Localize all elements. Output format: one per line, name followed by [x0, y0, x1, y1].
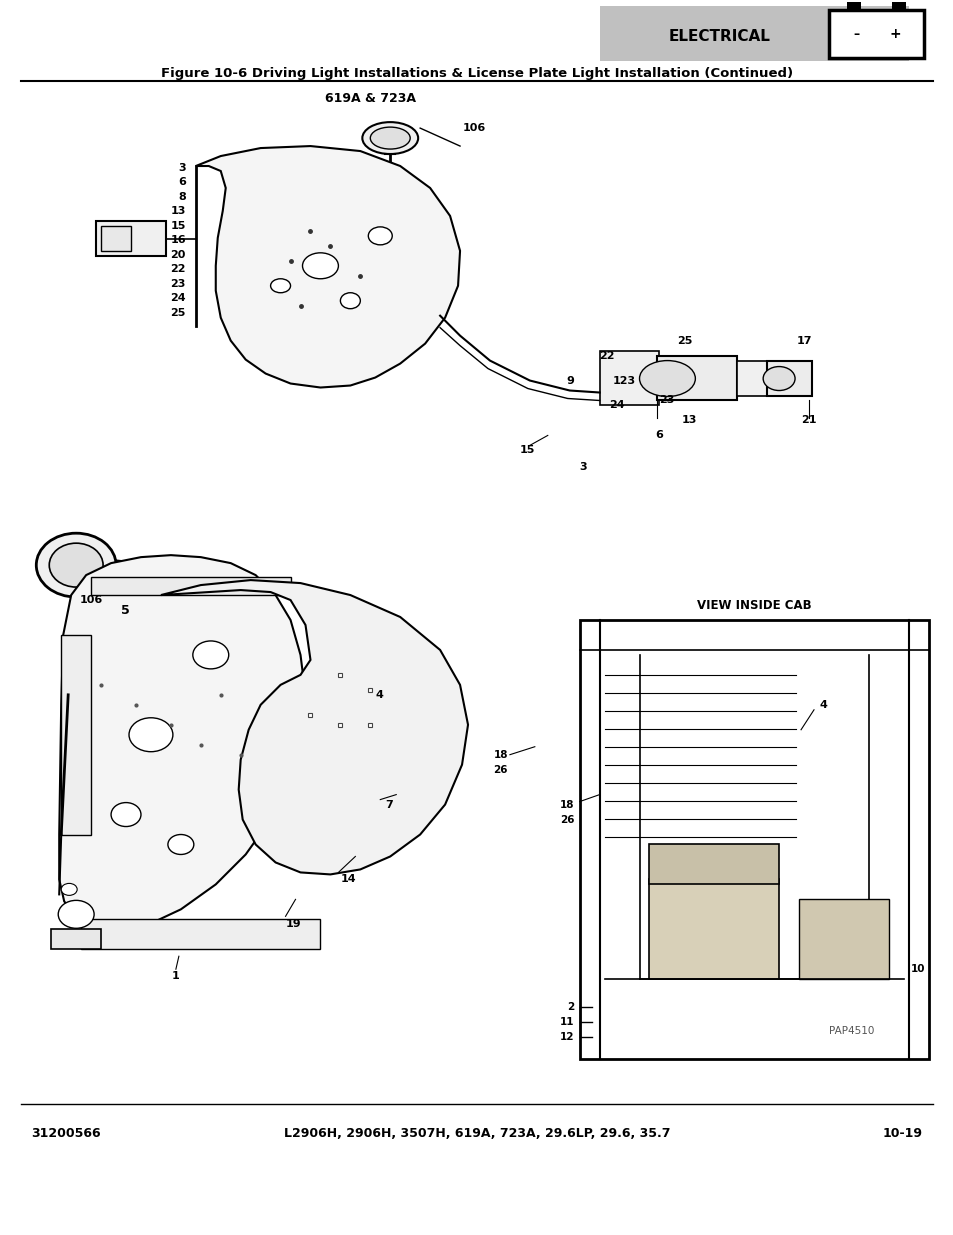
Text: 26: 26 [493, 764, 507, 774]
Bar [96, 221, 166, 256]
Bar [737, 361, 766, 395]
Ellipse shape [36, 534, 116, 597]
Ellipse shape [340, 293, 360, 309]
Bar [61, 635, 91, 835]
Text: 20: 20 [171, 249, 186, 259]
Text: 10-19: 10-19 [882, 1128, 922, 1140]
Text: +: + [889, 27, 901, 41]
Text: 12: 12 [559, 1032, 574, 1042]
Text: 15: 15 [171, 221, 186, 231]
Text: 10: 10 [910, 965, 924, 974]
Text: 31200566: 31200566 [31, 1128, 101, 1140]
Text: 19: 19 [285, 919, 301, 929]
Polygon shape [195, 146, 459, 388]
Bar [766, 361, 811, 395]
Ellipse shape [302, 253, 338, 279]
Bar [599, 6, 908, 62]
Bar [828, 10, 923, 58]
Bar [51, 929, 101, 950]
Text: 2: 2 [567, 1002, 574, 1013]
Text: 106: 106 [79, 595, 103, 605]
Text: VIEW INSIDE CAB: VIEW INSIDE CAB [696, 599, 811, 611]
Bar [91, 577, 291, 595]
Text: 13: 13 [171, 206, 186, 216]
Text: 22: 22 [598, 351, 614, 361]
Text: 8: 8 [178, 191, 186, 203]
Ellipse shape [370, 127, 410, 149]
Ellipse shape [368, 227, 392, 245]
Text: 106: 106 [462, 124, 486, 133]
Bar [81, 919, 320, 950]
Ellipse shape [50, 543, 103, 587]
Text: PAP4510: PAP4510 [828, 1026, 874, 1036]
Text: –: – [853, 28, 859, 41]
Ellipse shape [111, 803, 141, 826]
Ellipse shape [58, 900, 94, 929]
Text: ELECTRICAL: ELECTRICAL [668, 28, 769, 43]
Text: 16: 16 [170, 236, 186, 246]
Ellipse shape [762, 367, 794, 390]
Text: 15: 15 [519, 446, 535, 456]
Ellipse shape [193, 641, 229, 669]
Ellipse shape [61, 883, 77, 895]
Text: 23: 23 [659, 395, 674, 405]
Text: Figure 10-6 Driving Light Installations & License Plate Light Installation (Cont: Figure 10-6 Driving Light Installations … [161, 67, 792, 80]
Text: 17: 17 [796, 336, 811, 346]
Text: 5: 5 [121, 604, 130, 616]
Text: 18: 18 [559, 799, 574, 810]
Text: 22: 22 [171, 264, 186, 274]
Text: 25: 25 [171, 308, 186, 317]
Bar [649, 845, 779, 884]
Ellipse shape [362, 122, 417, 154]
Bar [579, 620, 927, 1058]
Text: 24: 24 [608, 400, 624, 410]
Text: 11: 11 [559, 1018, 574, 1028]
Ellipse shape [168, 835, 193, 855]
Text: L2906H, 2906H, 3507H, 619A, 723A, 29.6LP, 29.6, 35.7: L2906H, 2906H, 3507H, 619A, 723A, 29.6LP… [283, 1128, 670, 1140]
Text: 24: 24 [170, 293, 186, 304]
Bar [891, 2, 904, 10]
Text: 6: 6 [655, 431, 662, 441]
Polygon shape [59, 556, 305, 929]
Polygon shape [161, 580, 468, 874]
Text: 25: 25 [676, 336, 691, 346]
Bar [846, 2, 860, 10]
Text: 619A & 723A: 619A & 723A [324, 91, 416, 105]
Text: 23: 23 [171, 279, 186, 289]
Text: 14: 14 [340, 874, 355, 884]
Bar [101, 226, 131, 251]
Bar [599, 351, 659, 405]
Bar [649, 879, 779, 979]
Ellipse shape [271, 279, 291, 293]
Text: 7: 7 [385, 799, 393, 810]
Text: 3: 3 [579, 462, 587, 472]
Text: 4: 4 [375, 690, 383, 700]
Text: 3: 3 [178, 163, 186, 173]
Text: 26: 26 [559, 815, 574, 825]
Ellipse shape [129, 718, 172, 752]
Bar [799, 899, 888, 979]
Text: 13: 13 [681, 415, 697, 425]
Text: 4: 4 [818, 700, 826, 710]
Text: 6: 6 [178, 178, 186, 188]
Ellipse shape [639, 361, 695, 396]
Text: 18: 18 [493, 750, 507, 760]
Ellipse shape [318, 716, 382, 773]
Ellipse shape [328, 726, 372, 763]
Bar [657, 356, 737, 400]
Text: 1: 1 [172, 971, 179, 981]
Text: 123: 123 [612, 375, 635, 385]
Text: 9: 9 [566, 375, 574, 385]
Text: 21: 21 [801, 415, 816, 425]
